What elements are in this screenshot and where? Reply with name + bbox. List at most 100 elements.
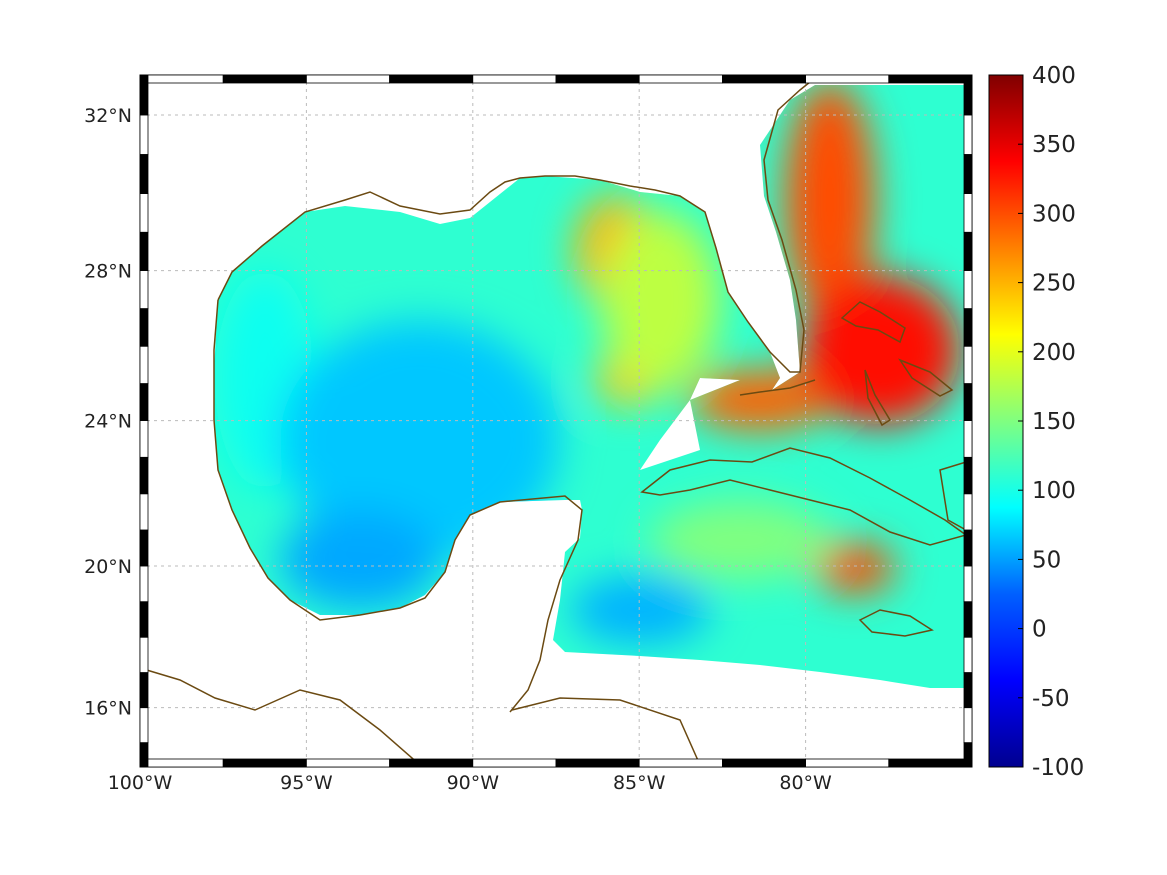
frame-segment: [888, 758, 973, 768]
colorbar-tick-label: 350: [1032, 132, 1076, 158]
frame-segment: [963, 308, 973, 347]
frame-segment: [389, 758, 474, 768]
frame-segment: [963, 231, 973, 271]
colorbar: 400 350 300 250 200 150 100 50 0 -50 -100: [988, 63, 1084, 781]
frame-segment: [472, 74, 557, 84]
frame-segment: [963, 529, 973, 567]
frame-segment: [963, 707, 973, 744]
frame-segment: [389, 74, 474, 84]
frame-segment: [222, 74, 307, 84]
frame-segment: [139, 758, 224, 768]
frame-segment: [805, 74, 890, 84]
frame-segment: [139, 231, 149, 271]
latitude-tick-labels: 16°N 20°N 24°N 28°N 32°N: [84, 105, 132, 720]
frame-segment: [963, 742, 973, 768]
colorbar-tick-label: 400: [1032, 63, 1076, 89]
frame-segment: [139, 456, 149, 495]
frame-segment: [963, 565, 973, 603]
frame-segment: [305, 758, 390, 768]
lon-tick-label: 100°W: [108, 772, 173, 794]
frame-segment: [638, 74, 723, 84]
colorbar-gradient: [988, 74, 1024, 768]
frame-segment: [555, 758, 640, 768]
field-feature-caribbean-low: [570, 575, 710, 645]
sea-surface-field: [214, 85, 966, 688]
coastlines: [139, 77, 968, 766]
colorbar-tick-label: 250: [1032, 271, 1076, 297]
frame-segment: [222, 758, 307, 768]
frame-segment: [139, 114, 149, 155]
frame-segment: [963, 456, 973, 495]
lat-tick-label: 16°N: [84, 698, 132, 720]
field-feature-cuba-south: [650, 500, 830, 580]
frame-segment: [472, 758, 557, 768]
lon-tick-label: 95°W: [280, 772, 333, 794]
frame-segment: [963, 193, 973, 233]
frame-segment: [963, 420, 973, 458]
colorbar-tick-label: 100: [1032, 478, 1076, 504]
jamaica-coast: [858, 609, 934, 637]
frame-segment: [722, 758, 807, 768]
lon-tick-label: 90°W: [447, 772, 500, 794]
frame-segment: [139, 529, 149, 567]
field-feature-bay-of-campeche-low: [280, 510, 440, 610]
frame-segment: [139, 345, 149, 384]
frame-segment: [139, 742, 149, 768]
frame-segment: [963, 345, 973, 384]
frame-segment: [139, 383, 149, 421]
frame-segment: [305, 74, 390, 84]
frame-segment: [963, 74, 973, 116]
frame-segment: [139, 493, 149, 531]
colorbar-tick-label: -100: [1032, 755, 1084, 781]
frame-segment: [888, 74, 973, 84]
frame-segment: [963, 601, 973, 638]
central-america-coast: [139, 667, 421, 766]
frame-segment: [963, 672, 973, 709]
frame-segment: [963, 154, 973, 194]
lat-tick-label: 32°N: [84, 105, 132, 127]
frame-segment: [555, 74, 640, 84]
frame-segment: [963, 383, 973, 421]
field-feature-cayman-high: [815, 543, 895, 593]
frame-segment: [963, 114, 973, 155]
frame-segment: [963, 493, 973, 531]
lat-tick-label: 24°N: [84, 411, 132, 433]
frame-segment: [139, 154, 149, 194]
frame-segment: [139, 565, 149, 603]
colorbar-tick-label: 50: [1032, 547, 1061, 573]
frame-segment: [139, 308, 149, 347]
frame-segment: [139, 707, 149, 744]
frame-segment: [139, 636, 149, 673]
frame-segment: [139, 193, 149, 233]
frame-segment: [139, 74, 149, 116]
mexico-coast: [213, 299, 583, 713]
honduras-coast: [511, 697, 701, 766]
colorbar-tick-label: -50: [1032, 686, 1070, 712]
map-frame: [139, 74, 973, 768]
frame-segment: [139, 420, 149, 458]
frame-segment: [638, 758, 723, 768]
colorbar-tick-label: 0: [1032, 617, 1047, 643]
bahamas-islands: [840, 301, 954, 427]
field-feature-central-gulf-low: [280, 320, 560, 560]
colorbar-tick-label: 300: [1032, 201, 1076, 227]
field-feature-bahamas-high: [800, 275, 960, 425]
frame-segment: [805, 758, 890, 768]
colorbar-tick-label: 150: [1032, 409, 1076, 435]
field-feature-eastern-gulf: [600, 210, 720, 390]
colorbar-tick-label: 200: [1032, 340, 1076, 366]
frame-segment: [722, 74, 807, 84]
lat-tick-label: 28°N: [84, 261, 132, 283]
frame-segment: [139, 601, 149, 638]
frame-segment: [139, 672, 149, 709]
lon-tick-label: 85°W: [613, 772, 666, 794]
frame-segment: [963, 636, 973, 673]
frame-segment: [139, 74, 224, 84]
frame-segment: [139, 270, 149, 309]
longitude-tick-labels: 100°W 95°W 90°W 85°W 80°W: [108, 772, 832, 794]
lon-tick-label: 80°W: [779, 772, 832, 794]
us-gulf-coast: [217, 77, 816, 373]
florida-keys: [739, 379, 816, 396]
lat-tick-label: 20°N: [84, 556, 132, 578]
